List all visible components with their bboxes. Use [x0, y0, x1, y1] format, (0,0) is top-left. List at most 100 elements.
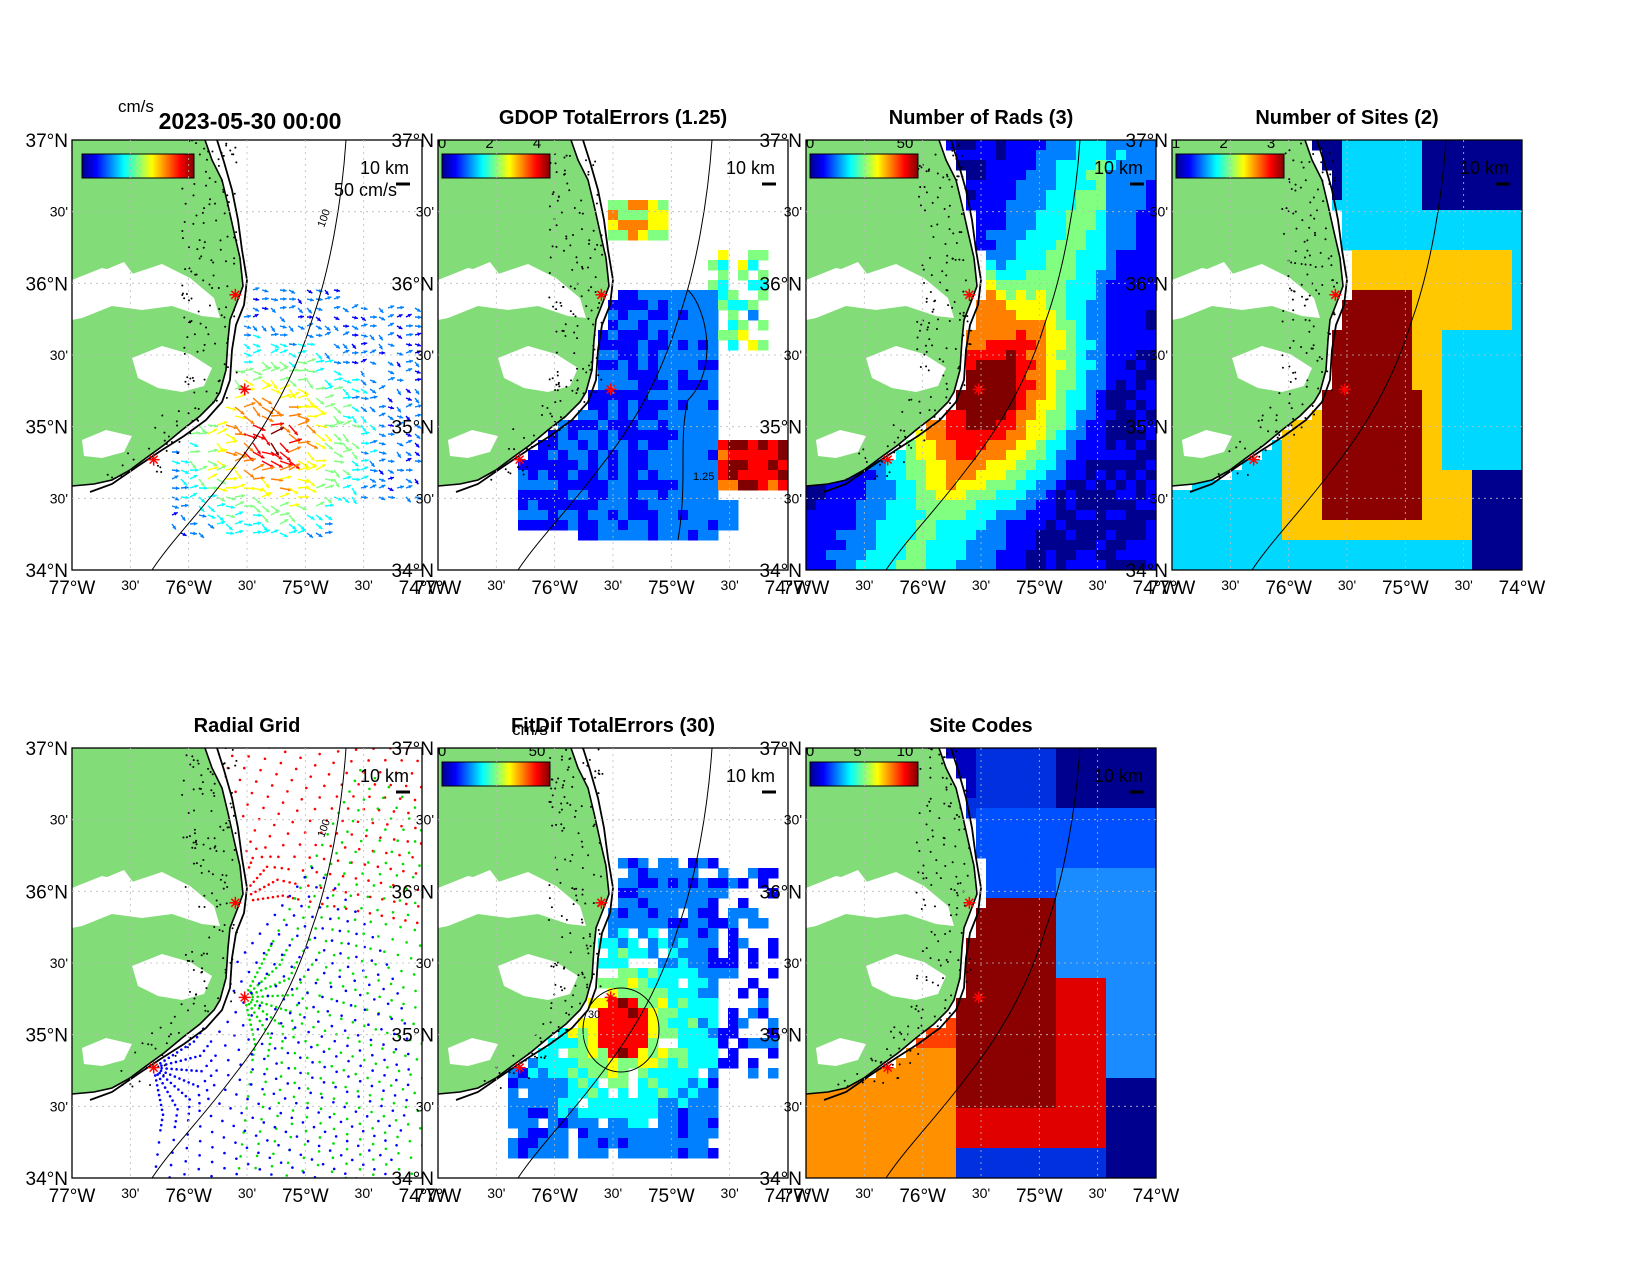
panel-title: FitDif TotalErrors (30): [511, 715, 715, 737]
panel-title: Number of Rads (3): [889, 107, 1073, 129]
scale-bar-label: 10 km: [360, 766, 409, 786]
radar-site-marker: [238, 991, 251, 1004]
lat-tick-label: 36°N: [760, 882, 802, 903]
radar-site-marker: [147, 453, 160, 466]
lat-tick-label: 30': [1150, 204, 1168, 220]
lat-tick-label: 35°N: [26, 1026, 68, 1047]
lon-tick-label: 74°W: [1133, 578, 1180, 599]
lat-tick-label: 37°N: [760, 739, 802, 760]
panel-title: Radial Grid: [194, 715, 301, 737]
lat-tick-label: 36°N: [760, 274, 802, 295]
lat-tick-label: 36°N: [26, 882, 68, 903]
radar-site-marker: [963, 896, 976, 909]
lon-tick-label: 30': [487, 577, 505, 593]
lat-tick-label: 35°N: [760, 1026, 802, 1047]
lon-tick-label: 76°W: [531, 1186, 578, 1207]
lat-tick-label: 37°N: [26, 739, 68, 760]
lon-tick-label: 30': [721, 577, 739, 593]
colorbar-tick: 10: [897, 743, 914, 760]
colorbar-tick: 50: [529, 743, 546, 760]
lon-tick-label: 30': [121, 1185, 139, 1201]
lat-tick-label: 30': [416, 1098, 434, 1114]
scale-bar-label: 10 km: [360, 158, 409, 178]
lon-tick-label: 75°W: [282, 578, 329, 599]
lat-tick-label: 30': [50, 955, 68, 971]
lon-tick-label: 30': [721, 1185, 739, 1201]
lon-tick-label: 30': [604, 577, 622, 593]
contour-label: 30: [588, 1009, 600, 1021]
lat-tick-label: 30': [416, 955, 434, 971]
lat-tick-label: 30': [50, 347, 68, 363]
lat-tick-label: 35°N: [1126, 418, 1168, 439]
scale-bar-label: 10 km: [1094, 766, 1143, 786]
radar-site-marker: [881, 1061, 894, 1074]
lat-tick-label: 37°N: [760, 131, 802, 152]
scale-bar: 10 km: [360, 766, 410, 794]
lat-tick-label: 34°N: [1126, 561, 1168, 582]
lon-tick-label: 74°W: [1133, 1186, 1180, 1207]
lon-tick-label: 75°W: [1016, 578, 1063, 599]
lat-tick-label: 30': [416, 812, 434, 828]
lon-tick-label: 30': [1455, 577, 1473, 593]
colorbar-tick: 3: [1267, 135, 1275, 152]
scale-bar-label: 10 km: [1460, 158, 1509, 178]
lon-tick-label: 76°W: [165, 578, 212, 599]
lon-tick-label: 76°W: [1265, 578, 1312, 599]
lon-tick-label: 76°W: [531, 578, 578, 599]
bathymetry-label: 100: [316, 818, 334, 839]
radar-site-marker: [229, 896, 242, 909]
colorbar: [81, 153, 195, 179]
lat-tick-label: 30': [416, 347, 434, 363]
lon-tick-label: 74°W: [399, 1186, 446, 1207]
colorbar-tick: 0: [806, 135, 814, 152]
lon-tick-label: 76°W: [165, 1186, 212, 1207]
lon-tick-label: 77°W: [415, 578, 462, 599]
scale-bar: 10 km: [726, 766, 776, 794]
scale-bar: 10 km: [1094, 158, 1144, 186]
lat-tick-label: 30': [784, 955, 802, 971]
lon-tick-label: 75°W: [648, 1186, 695, 1207]
lat-tick-label: 30': [50, 812, 68, 828]
radar-site-marker: [147, 1061, 160, 1074]
lat-tick-label: 30': [784, 347, 802, 363]
lon-tick-label: 30': [972, 1185, 990, 1201]
lat-tick-label: 30': [50, 204, 68, 220]
lat-tick-label: 35°N: [26, 418, 68, 439]
land-mass: [72, 748, 248, 1101]
lon-tick-label: 76°W: [899, 1186, 946, 1207]
colorbar-tick: 50: [897, 135, 914, 152]
lat-tick-label: 30': [784, 204, 802, 220]
scale-bar: 10 km: [360, 158, 410, 186]
colorbar-tick: 2: [485, 135, 493, 152]
lat-tick-label: 36°N: [392, 882, 434, 903]
lat-tick-label: 34°N: [26, 561, 68, 582]
lat-tick-label: 35°N: [760, 418, 802, 439]
lat-tick-label: 37°N: [1126, 131, 1168, 152]
units-label-top: cm/s: [118, 97, 154, 116]
lon-tick-label: 74°W: [765, 1186, 812, 1207]
lat-tick-label: 30': [784, 490, 802, 506]
timestamp-title: 2023-05-30 00:00: [159, 108, 342, 134]
radar-site-marker: [513, 453, 526, 466]
lat-tick-label: 34°N: [760, 561, 802, 582]
panel-title: Number of Sites (2): [1255, 107, 1438, 129]
colorbar-tick: 0: [806, 743, 814, 760]
lat-tick-label: 35°N: [392, 418, 434, 439]
radar-site-marker: [595, 896, 608, 909]
lon-tick-label: 74°W: [765, 578, 812, 599]
lon-tick-label: 30': [355, 1185, 373, 1201]
lon-tick-label: 30': [238, 577, 256, 593]
panel-title: Site Codes: [929, 715, 1032, 737]
lat-tick-label: 36°N: [1126, 274, 1168, 295]
lat-tick-label: 34°N: [392, 561, 434, 582]
lat-tick-label: 34°N: [760, 1169, 802, 1190]
radar-site-marker: [229, 288, 242, 301]
lon-tick-label: 77°W: [783, 578, 830, 599]
land-mass: [72, 140, 248, 493]
